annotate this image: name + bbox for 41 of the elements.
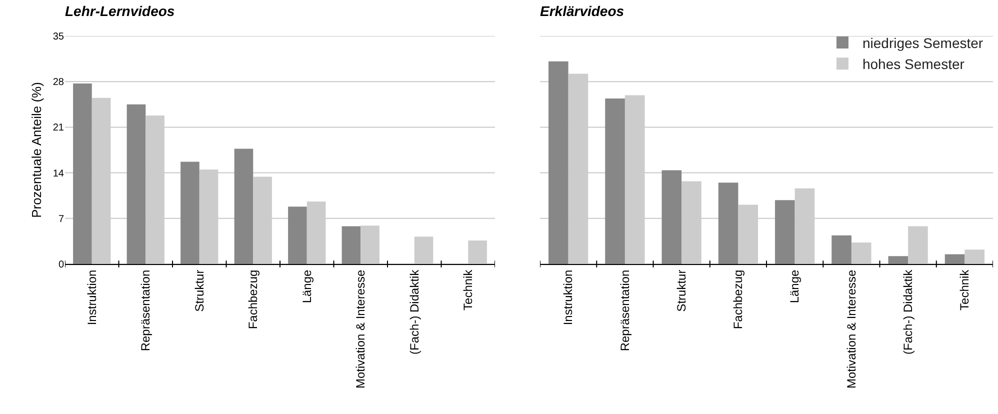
bar — [342, 226, 361, 264]
x-tick-label: Motivation & Interesse — [844, 269, 858, 389]
bar — [662, 170, 682, 264]
x-tick-label: (Fach-) Didaktik — [407, 268, 422, 354]
x-tick-label: Länge — [300, 269, 314, 304]
x-tick-label: Instruktion — [561, 270, 576, 326]
y-tick-label: 14 — [52, 168, 64, 180]
legend-label: hohes Semester — [862, 56, 965, 72]
x-tick-label: Fachbezug — [731, 270, 746, 330]
bar — [718, 182, 738, 264]
bar — [605, 98, 625, 264]
y-tick-label: 35 — [52, 32, 64, 42]
x-tick-label: Technik — [958, 268, 972, 310]
y-tick-label: 21 — [52, 122, 64, 134]
x-tick-label: Repräsentation — [138, 270, 153, 352]
bar — [832, 235, 852, 264]
bar — [944, 254, 965, 264]
legend-label: niedriges Semester — [862, 34, 984, 51]
x-tick-label: Struktur — [192, 270, 206, 312]
x-tick-label: Instruktion — [84, 270, 99, 326]
bar — [180, 162, 200, 264]
y-axis-title: Prozentuale Anteile (%) — [28, 82, 44, 218]
bar — [288, 206, 307, 264]
y-tick-label: 7 — [58, 214, 64, 225]
chart-title: Lehr-Lernvideos — [65, 3, 175, 20]
bar — [548, 61, 568, 264]
x-tick-label: (Fach-) Didaktik — [900, 268, 915, 354]
x-tick-label: Technik — [461, 268, 476, 310]
chart-title: Erklärvideos — [540, 3, 624, 20]
y-tick-label: 0 — [58, 260, 64, 270]
x-tick-label: Fachbezug — [246, 270, 260, 330]
x-tick-label: Repräsentation — [618, 270, 632, 352]
bar — [73, 84, 92, 264]
bar — [888, 256, 908, 264]
bar — [774, 200, 795, 264]
bar — [126, 104, 146, 264]
bar — [234, 148, 254, 264]
y-tick-label: 28 — [52, 77, 64, 88]
x-tick-label: Länge — [788, 269, 802, 304]
x-tick-label: Motivation & Interesse — [354, 269, 368, 389]
x-tick-label: Struktur — [674, 270, 688, 312]
